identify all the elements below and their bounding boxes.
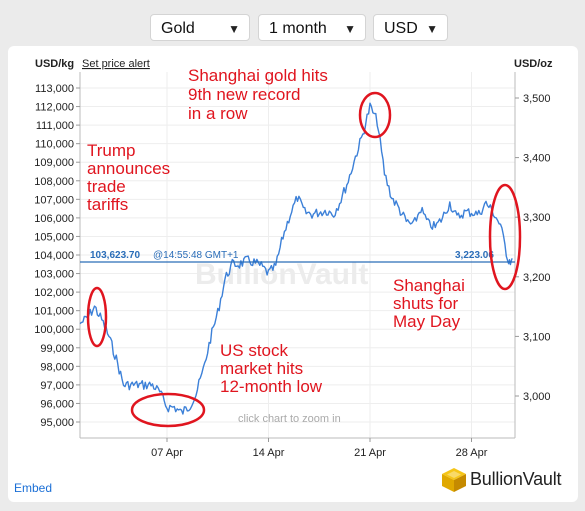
- left-tick-label: 103,000: [34, 269, 74, 281]
- left-tick-label: 100,000: [34, 324, 74, 336]
- x-tick-label: 28 Apr: [456, 447, 488, 459]
- chevron-down-icon: ▼: [228, 22, 240, 36]
- x-tick-label: 07 Apr: [151, 447, 183, 459]
- annot-trump-3: trade: [87, 177, 126, 196]
- period-select[interactable]: 1 month ▼: [258, 14, 366, 41]
- left-tick-label: 110,000: [35, 139, 74, 151]
- annot-mayday-1: Shanghai: [393, 276, 465, 295]
- right-unit-label: USD/oz: [514, 58, 553, 70]
- left-tick-label: 99,000: [40, 343, 74, 355]
- left-tick-label: 111,000: [36, 120, 74, 132]
- embed-link[interactable]: Embed: [14, 481, 53, 495]
- bullionvault-logo-icon: [442, 468, 466, 492]
- currency-select-value: USD: [384, 20, 418, 37]
- annot-mayday-2: shuts for: [393, 294, 459, 313]
- left-tick-label: 108,000: [34, 176, 74, 188]
- annot-mayday-3: May Day: [393, 312, 461, 331]
- annot-stock-1: US stock: [220, 341, 289, 360]
- annot-record-3: in a row: [188, 104, 248, 123]
- left-tick-label: 113,000: [35, 83, 74, 95]
- currency-select[interactable]: USD ▼: [373, 14, 448, 41]
- gold-price-line: [79, 102, 513, 415]
- left-tick-label: 95,000: [40, 417, 74, 429]
- left-tick-label: 98,000: [40, 361, 74, 373]
- right-tick-label: 3,400: [523, 153, 551, 165]
- mayday-ellipse: [488, 183, 522, 291]
- grid: [80, 72, 515, 438]
- chevron-down-icon: ▼: [344, 22, 356, 36]
- annot-record-2: 9th new record: [188, 85, 300, 104]
- current-price-oz: 3,223.06: [455, 250, 494, 261]
- left-tick-label: 106,000: [34, 213, 74, 225]
- annotations: Trump announces trade tariffs Shanghai g…: [86, 66, 522, 428]
- left-tick-label: 102,000: [34, 287, 74, 299]
- x-tick-label: 21 Apr: [354, 447, 386, 459]
- stock-low-ellipse: [130, 392, 206, 428]
- right-tick-label: 3,100: [523, 331, 551, 343]
- left-tick-label: 107,000: [34, 194, 74, 206]
- annot-record-1: Shanghai gold hits: [188, 66, 328, 85]
- right-tick-label: 3,500: [523, 93, 551, 105]
- annot-trump-1: Trump: [87, 141, 136, 160]
- tariffs-ellipse: [86, 286, 108, 348]
- current-price-line: 103,623.70 @14:55:48 GMT+1 3,223.06: [80, 250, 515, 263]
- left-tick-label: 96,000: [40, 398, 74, 410]
- x-tick-label: 14 Apr: [253, 447, 285, 459]
- left-unit-label: USD/kg: [35, 58, 74, 70]
- left-tick-label: 105,000: [34, 231, 74, 243]
- annot-stock-3: 12-month low: [220, 377, 323, 396]
- current-price-time: @14:55:48 GMT+1: [153, 250, 239, 261]
- period-select-value: 1 month: [269, 20, 327, 37]
- left-tick-label: 101,000: [34, 306, 74, 318]
- annot-trump-4: tariffs: [87, 195, 128, 214]
- annot-stock-2: market hits: [220, 359, 303, 378]
- left-tick-label: 104,000: [34, 250, 74, 262]
- left-tick-label: 112,000: [35, 102, 74, 114]
- record-ellipse: [358, 91, 392, 139]
- right-tick-label: 3,300: [523, 212, 551, 224]
- metal-select-value: Gold: [161, 20, 195, 37]
- price-series: [79, 102, 513, 415]
- axes: 95,000 96,000 97,000 98,000 99,000 100,000 101…: [34, 72, 551, 459]
- watermark-text: BullionVault: [195, 258, 368, 291]
- current-price-kg: 103,623.70: [90, 250, 140, 261]
- zoom-hint: click chart to zoom in: [238, 413, 341, 425]
- right-tick-label: 3,000: [523, 391, 551, 403]
- set-price-alert-link[interactable]: Set price alert: [82, 58, 150, 70]
- chart-controls: Gold ▼ 1 month ▼ USD ▼: [0, 14, 585, 42]
- right-tick-label: 3,200: [523, 272, 551, 284]
- left-tick-label: 109,000: [34, 157, 74, 169]
- chevron-down-icon: ▼: [426, 22, 438, 36]
- metal-select[interactable]: Gold ▼: [150, 14, 250, 41]
- bullionvault-logo-text: BullionVault: [470, 469, 562, 489]
- left-tick-label: 97,000: [40, 380, 74, 392]
- annot-trump-2: announces: [87, 159, 170, 178]
